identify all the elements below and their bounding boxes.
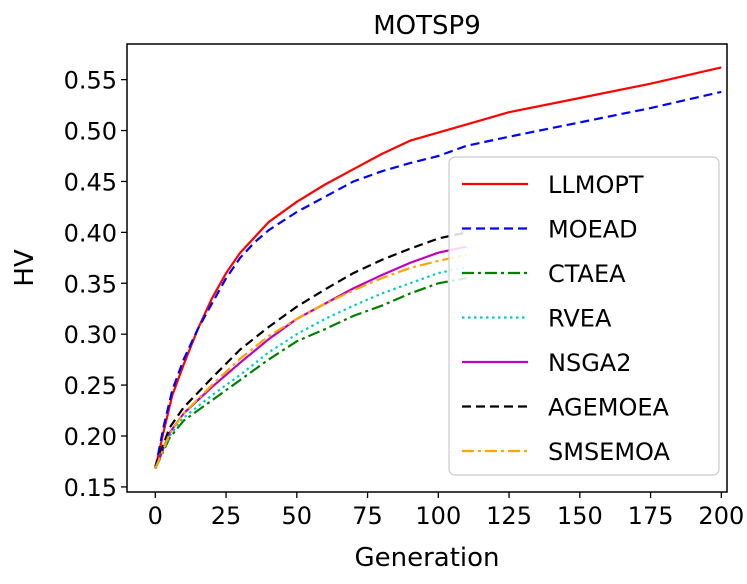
y-tick-label: 0.35 xyxy=(64,270,117,298)
legend-box xyxy=(448,156,720,476)
y-axis-ticks: 0.15 0.20 0.25 0.30 0.35 0.40 0.45 0.50 0.55 xyxy=(64,67,127,502)
y-tick-label: 0.40 xyxy=(64,219,117,247)
series-line-ctaea xyxy=(154,277,467,470)
legend-label-rvea: RVEA xyxy=(548,305,612,333)
legend-label-ctaea: CTAEA xyxy=(548,260,626,288)
y-tick-label: 0.25 xyxy=(64,372,117,400)
series-line-smsemoa xyxy=(154,253,467,470)
x-tick-label: 175 xyxy=(628,502,674,530)
x-tick-label: 200 xyxy=(698,502,744,530)
y-axis-label: HV xyxy=(10,249,40,287)
y-tick-label: 0.15 xyxy=(64,474,117,502)
x-tick-label: 50 xyxy=(282,502,313,530)
series-line-agemoea xyxy=(154,231,467,467)
legend-label-moead: MOEAD xyxy=(548,216,638,244)
y-tick-label: 0.45 xyxy=(64,168,117,196)
y-tick-label: 0.20 xyxy=(64,423,117,451)
x-axis-ticks: 0 25 50 75 100 125 150 175 200 xyxy=(148,492,744,530)
legend-label-llmopt: LLMOPT xyxy=(548,171,644,199)
legend-label-smsemoa: SMSEMOA xyxy=(548,438,671,466)
plot-lines xyxy=(154,66,722,470)
y-tick-label: 0.50 xyxy=(64,118,117,146)
y-tick-label: 0.30 xyxy=(64,321,117,349)
x-tick-label: 0 xyxy=(148,502,163,530)
series-line-nsga2 xyxy=(154,245,467,470)
legend-label-agemoea: AGEMOEA xyxy=(548,394,670,422)
x-axis-label: Generation xyxy=(354,543,499,573)
legend-label-nsga2: NSGA2 xyxy=(548,349,631,377)
x-tick-label: 75 xyxy=(352,502,383,530)
plot-frame xyxy=(126,43,728,493)
chart-title: MOTSP9 xyxy=(373,11,481,41)
series-line-rvea xyxy=(154,265,467,470)
x-tick-label: 25 xyxy=(211,502,242,530)
x-tick-label: 100 xyxy=(415,502,461,530)
series-line-llmopt xyxy=(154,66,722,469)
legend: LLMOPT MOEAD CTAEA RVEA NSGA2 AGEMOEA SMSEMOA xyxy=(448,156,720,476)
x-tick-label: 150 xyxy=(557,502,603,530)
x-tick-label: 125 xyxy=(486,502,532,530)
y-tick-label: 0.55 xyxy=(64,67,117,95)
series-line-moead xyxy=(154,90,722,469)
